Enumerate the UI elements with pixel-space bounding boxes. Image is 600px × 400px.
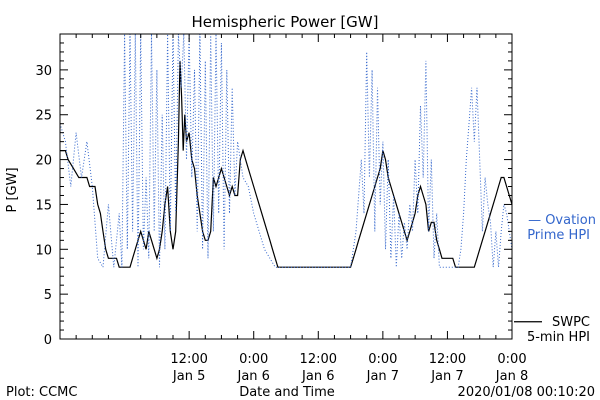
- y-tick-label: 25: [35, 109, 52, 124]
- legend-ovation-line2: Prime HPI: [527, 228, 590, 243]
- plot-area: [60, 34, 512, 269]
- series-line-swpc: [60, 60, 512, 268]
- x-tick-label-time: 12:00: [300, 352, 337, 367]
- legend-swpc-line1: SWPC: [552, 315, 590, 330]
- y-tick-label: 30: [35, 64, 52, 79]
- y-tick-label: 15: [35, 198, 52, 213]
- legend-swpc-line2: 5-min HPI: [527, 330, 590, 345]
- series-line-ovation: [60, 34, 512, 269]
- timestamp: 2020/01/08 00:10:20: [458, 385, 595, 400]
- y-tick-label: 0: [44, 333, 52, 348]
- axes: 0 5 10 15 20 25 30 12:00 Jan 5 0:00 Jan 6 12:00 Jan …: [35, 33, 528, 384]
- y-axis-label: P [GW]: [5, 167, 20, 212]
- x-tick-label-date: Jan 8: [495, 369, 528, 384]
- x-tick-label-time: 0:00: [368, 352, 397, 367]
- y-tick-label: 5: [44, 288, 52, 303]
- x-tick-label-date: Jan 6: [301, 369, 334, 384]
- plot-credit: Plot: CCMC: [6, 385, 77, 400]
- y-tick-label: 20: [35, 154, 52, 169]
- x-tick-label-date: Jan 6: [236, 369, 269, 384]
- x-tick-label-date: Jan 5: [172, 369, 205, 384]
- x-tick-label-date: Jan 7: [366, 369, 399, 384]
- x-tick-label-time: 0:00: [497, 352, 526, 367]
- x-tick-label-date: Jan 7: [430, 369, 463, 384]
- chart-title: Hemispheric Power [GW]: [192, 13, 379, 31]
- x-tick-label-time: 12:00: [429, 352, 466, 367]
- x-tick-label-time: 12:00: [170, 352, 207, 367]
- y-tick-label: 10: [35, 243, 52, 258]
- plot-frame: [59, 33, 513, 340]
- x-axis-label: Date and Time: [239, 385, 335, 400]
- x-tick-label-time: 0:00: [239, 352, 268, 367]
- legend-ovation-line1: — Ovation: [528, 213, 596, 228]
